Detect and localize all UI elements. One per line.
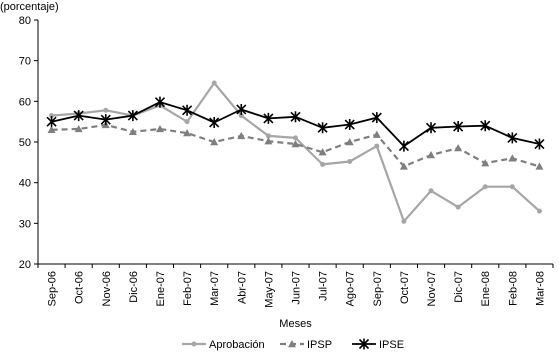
data-point: [536, 208, 542, 214]
data-point: [320, 161, 326, 167]
data-point: [290, 111, 301, 123]
y-tick-label: 40: [19, 178, 31, 190]
x-tick-label: Ene-08: [480, 271, 492, 306]
x-tick-label: Ene-07: [155, 271, 167, 306]
data-point: [264, 137, 273, 145]
x-tick-label: Oct-07: [399, 271, 411, 304]
data-point: [509, 184, 515, 190]
data-point: [398, 140, 409, 152]
data-point: [74, 124, 83, 133]
x-tick-label: Ago-07: [345, 271, 357, 306]
x-tick-label: Jul-07: [318, 271, 330, 301]
legend-item-ipsp: IPSP: [280, 339, 332, 351]
series-ipse: [46, 96, 545, 152]
data-point: [453, 121, 464, 133]
data-point: [344, 119, 355, 131]
legend-marker: [358, 338, 370, 350]
data-point: [100, 114, 111, 126]
data-point: [49, 113, 55, 119]
x-tick-label: Feb-07: [182, 271, 194, 306]
data-point: [480, 120, 491, 132]
data-point: [401, 218, 407, 224]
data-point: [236, 103, 247, 115]
data-point: [534, 138, 545, 150]
x-tick-label: Sep-06: [47, 271, 59, 306]
legend-item-aprobación: Aprobación: [182, 339, 265, 351]
x-tick-label: Dic-07: [453, 271, 465, 303]
y-tick-label: 70: [19, 56, 31, 68]
data-point: [507, 132, 518, 144]
data-point: [155, 124, 164, 133]
legend-item-ipse: IPSE: [352, 338, 404, 351]
data-point: [425, 122, 437, 134]
y-tick-label: 60: [19, 96, 31, 108]
data-point: [455, 204, 461, 210]
data-point: [372, 130, 381, 138]
data-point: [210, 138, 219, 146]
y-tick-label: 50: [19, 137, 31, 149]
data-point: [47, 125, 56, 133]
data-point: [184, 119, 190, 125]
data-point: [237, 131, 246, 140]
data-point: [508, 154, 517, 162]
data-point: [454, 144, 463, 152]
x-tick-label: Nov-07: [426, 271, 438, 306]
data-point: [318, 148, 327, 156]
x-tick-label: Mar-07: [209, 271, 221, 306]
series-aprobación: [49, 80, 542, 224]
x-tick-label: Abr-07: [236, 271, 248, 304]
data-point: [182, 104, 193, 116]
legend-label: Aprobación: [209, 339, 265, 351]
y-axis: 20 30 40 50 60 70 80: [19, 15, 39, 271]
x-tick-label: Sep-07: [372, 271, 384, 306]
data-point: [211, 80, 217, 86]
legend-marker: [288, 340, 296, 348]
y-tick-label: 30: [19, 218, 31, 230]
data-point: [482, 184, 488, 190]
data-point: [345, 138, 354, 146]
data-point: [73, 110, 84, 122]
x-tick-label: May-07: [263, 271, 275, 308]
data-point: [46, 116, 57, 128]
data-point: [535, 162, 544, 170]
data-point: [399, 162, 408, 170]
legend-marker: [191, 341, 197, 347]
data-point: [481, 159, 490, 167]
data-point: [428, 188, 434, 194]
data-point: [154, 96, 166, 108]
data-point: [291, 140, 300, 148]
data-point: [127, 110, 138, 122]
legend-label: IPSE: [379, 339, 404, 351]
data-point: [265, 133, 271, 139]
x-axis-title: Meses: [279, 318, 312, 330]
data-point: [238, 113, 244, 119]
series-ipsp: [47, 120, 544, 170]
data-point: [317, 122, 328, 134]
data-point: [128, 127, 137, 136]
data-point: [103, 107, 109, 113]
x-tick-label: Feb-08: [507, 271, 519, 306]
series-layer: [46, 80, 545, 224]
x-tick-label: Mar-08: [534, 271, 546, 306]
y-tick-label: 20: [19, 259, 31, 271]
data-point: [263, 112, 274, 124]
data-point: [371, 112, 382, 124]
data-point: [183, 129, 192, 137]
data-point: [374, 143, 380, 149]
data-point: [293, 135, 298, 141]
data-point: [209, 116, 220, 128]
y-tick-label: 80: [19, 15, 31, 27]
x-tick-label: Dic-06: [128, 271, 140, 303]
legend-label: IPSP: [307, 339, 332, 351]
chart-top-label: (porcentaje): [0, 1, 59, 13]
x-axis: Sep-06 Oct-06 Nov-06 Dic-06 Ene-07 Feb-07 Mar-…: [37, 263, 554, 308]
data-point: [427, 151, 436, 159]
x-tick-label: Oct-06: [74, 271, 86, 304]
x-tick-label: Jun-07: [291, 271, 303, 305]
data-point: [347, 159, 353, 165]
legend: Aprobación IPSP IPSE: [182, 338, 404, 351]
x-tick-label: Nov-06: [101, 271, 113, 306]
